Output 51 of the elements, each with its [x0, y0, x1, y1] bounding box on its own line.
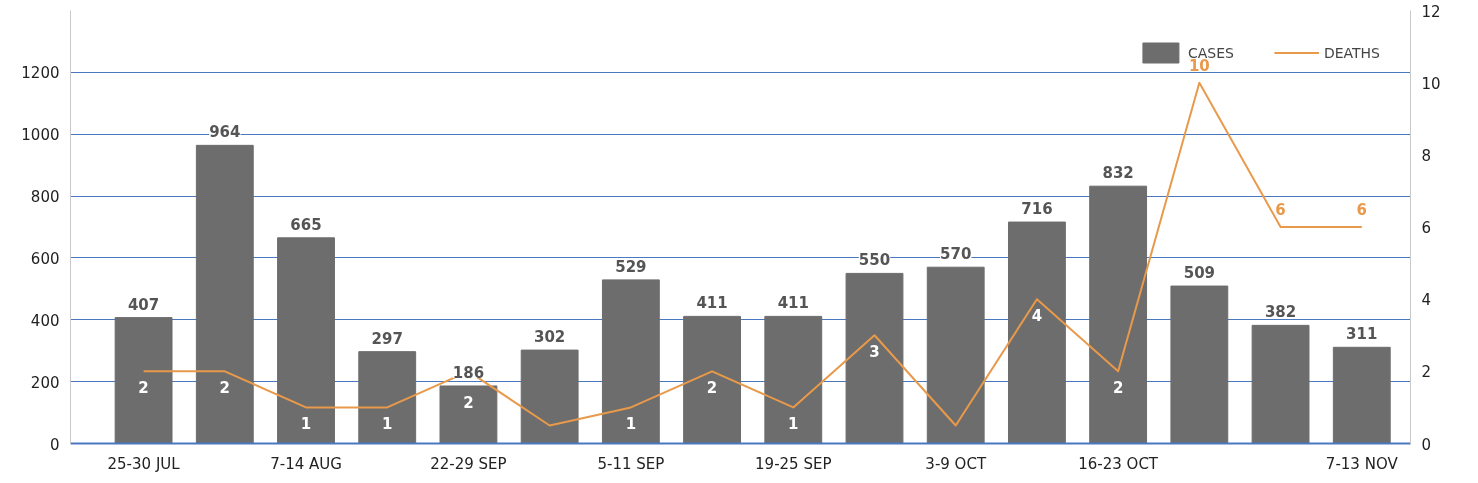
x-tick-label: 7-13 NOV — [1325, 454, 1399, 473]
data-label: 1 — [625, 415, 637, 434]
y2-tick-label: 8 — [1421, 146, 1432, 165]
x-tick-label: 16-23 OCT — [1078, 454, 1159, 473]
y2-tick-label: 0 — [1421, 435, 1432, 454]
data-label: 297 — [371, 329, 403, 348]
x-tick-label: 19-25 SEP — [755, 454, 832, 473]
x-tick-label: 3-9 OCT — [925, 454, 987, 473]
y-tick-label: 600 — [30, 249, 60, 268]
y2-tick-label: 12 — [1421, 2, 1441, 21]
data-label: 1 — [300, 415, 312, 434]
data-label: 2 — [706, 379, 718, 398]
data-label: 411 — [696, 294, 728, 313]
data-label: 665 — [290, 215, 322, 234]
y-tick-label: 800 — [30, 188, 60, 207]
x-tick-label: 5-11 SEP — [597, 454, 665, 473]
data-label: 832 — [1102, 164, 1134, 183]
data-label: 550 — [858, 251, 891, 270]
y-tick-label: 200 — [30, 373, 60, 392]
y2-tick-label: 10 — [1421, 74, 1441, 93]
y2-tick-label: 6 — [1421, 219, 1432, 237]
data-label: 411 — [777, 294, 809, 313]
y-tick-label: 1000 — [21, 126, 60, 145]
data-label: 3 — [869, 343, 880, 362]
data-label: 311 — [1346, 325, 1378, 344]
y-tick-label: 0 — [49, 435, 60, 454]
data-label: 716 — [1021, 200, 1053, 219]
data-label: 1 — [382, 415, 393, 434]
data-label: 2 — [463, 393, 474, 412]
data-label: 964 — [209, 123, 241, 142]
data-label: 302 — [534, 328, 566, 347]
x-tick-label: 22-29 SEP — [430, 454, 507, 473]
data-label: 509 — [1183, 264, 1216, 283]
data-label: 4 — [1031, 307, 1043, 326]
data-label: 529 — [615, 257, 647, 276]
data-label: 407 — [127, 295, 160, 314]
data-label: 2 — [1112, 379, 1124, 398]
y2-tick-label: 2 — [1421, 363, 1432, 382]
data-label: 1 — [788, 415, 799, 434]
data-label: 6 — [1275, 201, 1286, 219]
legend-label: DEATHS — [1323, 44, 1380, 61]
data-label: 2 — [219, 379, 231, 398]
y2-tick-label: 4 — [1421, 291, 1432, 310]
y-tick-label: 1200 — [21, 64, 60, 83]
x-tick-label: 25-30 JUL — [107, 454, 181, 473]
data-label: 382 — [1264, 303, 1297, 322]
data-label: 570 — [940, 245, 972, 264]
data-label: 2 — [138, 379, 149, 398]
data-label: 6 — [1356, 201, 1367, 219]
x-tick-label: 7-14 AUG — [270, 454, 342, 473]
y-tick-label: 400 — [30, 311, 60, 330]
